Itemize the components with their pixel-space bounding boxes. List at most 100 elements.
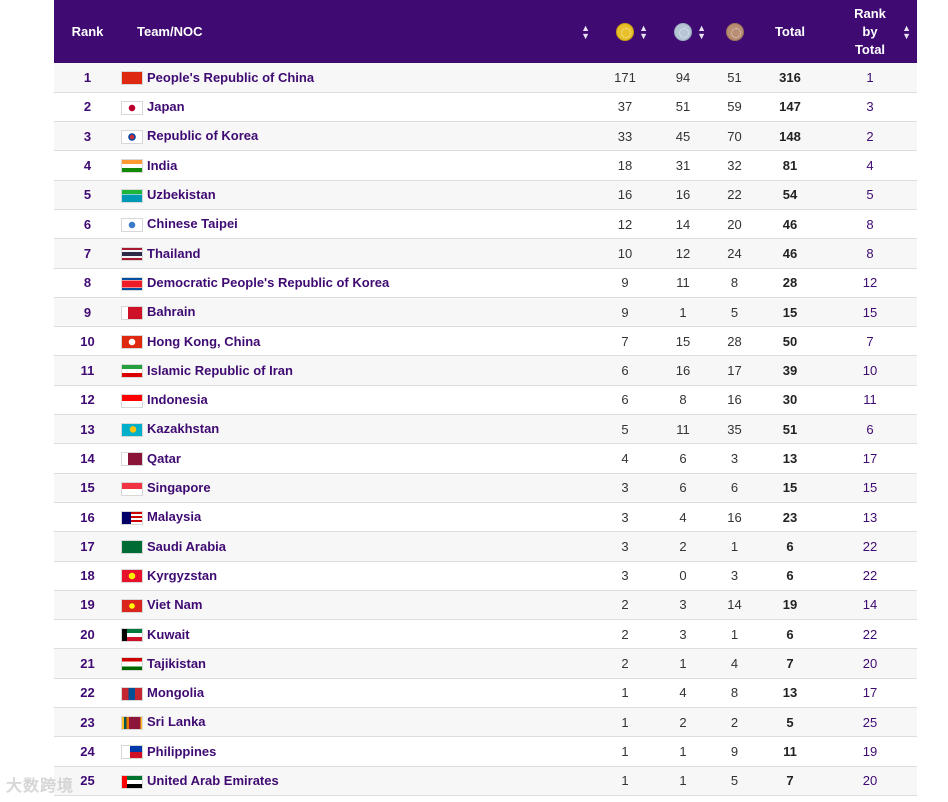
total-count-cell: 316 xyxy=(779,69,801,85)
team-cell[interactable]: People's Republic of China xyxy=(121,63,596,92)
team-name-link[interactable]: Tajikistan xyxy=(147,655,207,671)
team-name-link[interactable]: Viet Nam xyxy=(147,597,203,613)
silver-count-cell: 4 xyxy=(679,685,687,701)
team-name-link[interactable]: Japan xyxy=(147,99,185,115)
silver-count-cell: 16 xyxy=(675,187,691,203)
team-name-link[interactable]: Kazakhstan xyxy=(147,421,220,437)
rank-by-total-cell: 14 xyxy=(862,597,878,613)
team-name-link[interactable]: People's Republic of China xyxy=(147,69,315,85)
team-name-link[interactable]: Hong Kong, China xyxy=(147,333,261,349)
team-cell[interactable]: Thailand xyxy=(121,239,596,268)
total-count-cell: 147 xyxy=(779,99,801,115)
team-name-link[interactable]: Indonesia xyxy=(147,392,208,408)
total-count-cell: 23 xyxy=(782,509,798,525)
silver-header[interactable]: ▲ ▼ xyxy=(654,0,712,63)
team-name-link[interactable]: Chinese Taipei xyxy=(147,216,238,232)
team-name-link[interactable]: Singapore xyxy=(147,480,211,496)
gold-count-cell: 2 xyxy=(621,626,629,642)
team-cell[interactable]: Kazakhstan xyxy=(121,415,596,444)
gold-count-cell: 10 xyxy=(617,245,633,261)
team-name-link[interactable]: Qatar xyxy=(147,450,181,466)
team-name-link[interactable]: Sri Lanka xyxy=(147,714,206,730)
gold-count-cell: 1 xyxy=(621,714,629,730)
team-cell[interactable]: Kuwait xyxy=(121,620,596,649)
table-row: 6 Chinese Taipei 12 14 20 46 8 xyxy=(54,209,917,239)
table-row: 3 Republic of Korea 33 45 70 148 2 xyxy=(54,121,917,151)
team-cell[interactable]: Saudi Arabia xyxy=(121,532,596,561)
team-name-link[interactable]: Republic of Korea xyxy=(147,128,259,144)
rank-cell: 13 xyxy=(80,421,95,437)
team-cell[interactable]: Philippines xyxy=(121,737,596,766)
team-name-link[interactable]: India xyxy=(147,157,178,173)
rank-cell: 7 xyxy=(83,245,92,261)
team-cell[interactable]: Republic of Korea xyxy=(121,122,596,151)
team-name-link[interactable]: Islamic Republic of Iran xyxy=(147,362,293,378)
gold-count-cell: 2 xyxy=(621,597,629,613)
team-cell[interactable]: Kyrgyzstan xyxy=(121,561,596,590)
sort-arrows-icon[interactable]: ▲ ▼ xyxy=(581,22,590,41)
total-count-cell: 30 xyxy=(782,392,798,408)
rank-header[interactable]: Rank xyxy=(71,24,104,39)
team-cell[interactable]: Indonesia xyxy=(121,385,596,414)
team-cell[interactable]: Mongolia xyxy=(121,678,596,707)
team-cell[interactable]: Viet Nam xyxy=(121,590,596,619)
rank-by-total-cell: 8 xyxy=(866,216,874,232)
flag-icon xyxy=(121,686,143,701)
total-header[interactable]: Total xyxy=(774,24,806,39)
rank-cell: 23 xyxy=(80,714,95,730)
rank-by-total-cell: 11 xyxy=(863,392,877,408)
team-name-link[interactable]: Kuwait xyxy=(147,626,190,642)
bronze-header[interactable] xyxy=(712,0,757,63)
team-cell[interactable]: Chinese Taipei xyxy=(121,209,596,238)
team-cell[interactable]: Malaysia xyxy=(121,502,596,531)
silver-count-cell: 6 xyxy=(679,480,687,496)
team-name-link[interactable]: Mongolia xyxy=(147,685,205,701)
rank-cell: 17 xyxy=(80,538,95,554)
flag-icon xyxy=(121,188,143,203)
team-name-link[interactable]: Bahrain xyxy=(147,304,196,320)
team-name-link[interactable]: Philippines xyxy=(147,743,217,759)
bronze-count-cell: 70 xyxy=(727,128,742,144)
team-header[interactable]: Team/NOC ▲ ▼ xyxy=(121,0,596,63)
bronze-count-cell: 5 xyxy=(730,773,739,789)
team-name-link[interactable]: Thailand xyxy=(147,245,201,261)
team-name-link[interactable]: Malaysia xyxy=(147,509,202,525)
team-name-link[interactable]: Democratic People's Republic of Korea xyxy=(147,274,390,290)
bronze-count-cell: 8 xyxy=(730,275,739,291)
sort-arrows-icon[interactable]: ▲ ▼ xyxy=(639,22,648,41)
team-name-link[interactable]: United Arab Emirates xyxy=(147,772,279,788)
gold-count-cell: 6 xyxy=(621,392,629,408)
total-count-cell: 13 xyxy=(782,451,798,466)
sort-arrows-icon[interactable]: ▲ ▼ xyxy=(697,22,706,41)
gold-header[interactable]: ▲ ▼ xyxy=(596,0,654,63)
sort-arrows-icon[interactable]: ▲ ▼ xyxy=(902,22,911,41)
team-cell[interactable]: India xyxy=(121,151,596,180)
silver-count-cell: 6 xyxy=(679,451,687,466)
team-cell[interactable]: United Arab Emirates xyxy=(121,766,596,795)
team-name-link[interactable]: Saudi Arabia xyxy=(147,538,226,554)
gold-count-cell: 9 xyxy=(621,304,629,320)
team-cell[interactable]: Japan xyxy=(121,92,596,121)
team-cell[interactable]: Bahrain xyxy=(121,297,596,326)
team-name-link[interactable]: Kyrgyzstan xyxy=(147,567,218,583)
team-cell[interactable]: Sri Lanka xyxy=(121,708,596,737)
team-cell[interactable]: Singapore xyxy=(121,473,596,502)
team-cell[interactable]: Democratic People's Republic of Korea xyxy=(121,268,596,297)
rank-cell: 16 xyxy=(80,509,95,525)
silver-count-cell: 3 xyxy=(679,597,687,613)
flag-icon xyxy=(121,247,143,262)
team-cell[interactable]: Hong Kong, China xyxy=(121,327,596,356)
table-row: 9 Bahrain 9 1 5 15 15 xyxy=(54,297,917,327)
rank-cell: 3 xyxy=(83,128,92,144)
team-name-link[interactable]: Uzbekistan xyxy=(147,187,216,203)
rank-by-total-header[interactable]: Rank by Total ▲ ▼ xyxy=(823,0,917,63)
team-cell[interactable]: Islamic Republic of Iran xyxy=(121,356,596,385)
flag-icon xyxy=(121,71,143,86)
rank-by-total-cell: 10 xyxy=(862,363,878,379)
rank-by-total-cell: 15 xyxy=(862,480,878,496)
team-cell[interactable]: Qatar xyxy=(121,444,596,473)
team-cell[interactable]: Tajikistan xyxy=(121,649,596,678)
bronze-count-cell: 3 xyxy=(730,568,739,584)
team-cell[interactable]: Uzbekistan xyxy=(121,180,596,209)
gold-count-cell: 16 xyxy=(617,187,633,203)
